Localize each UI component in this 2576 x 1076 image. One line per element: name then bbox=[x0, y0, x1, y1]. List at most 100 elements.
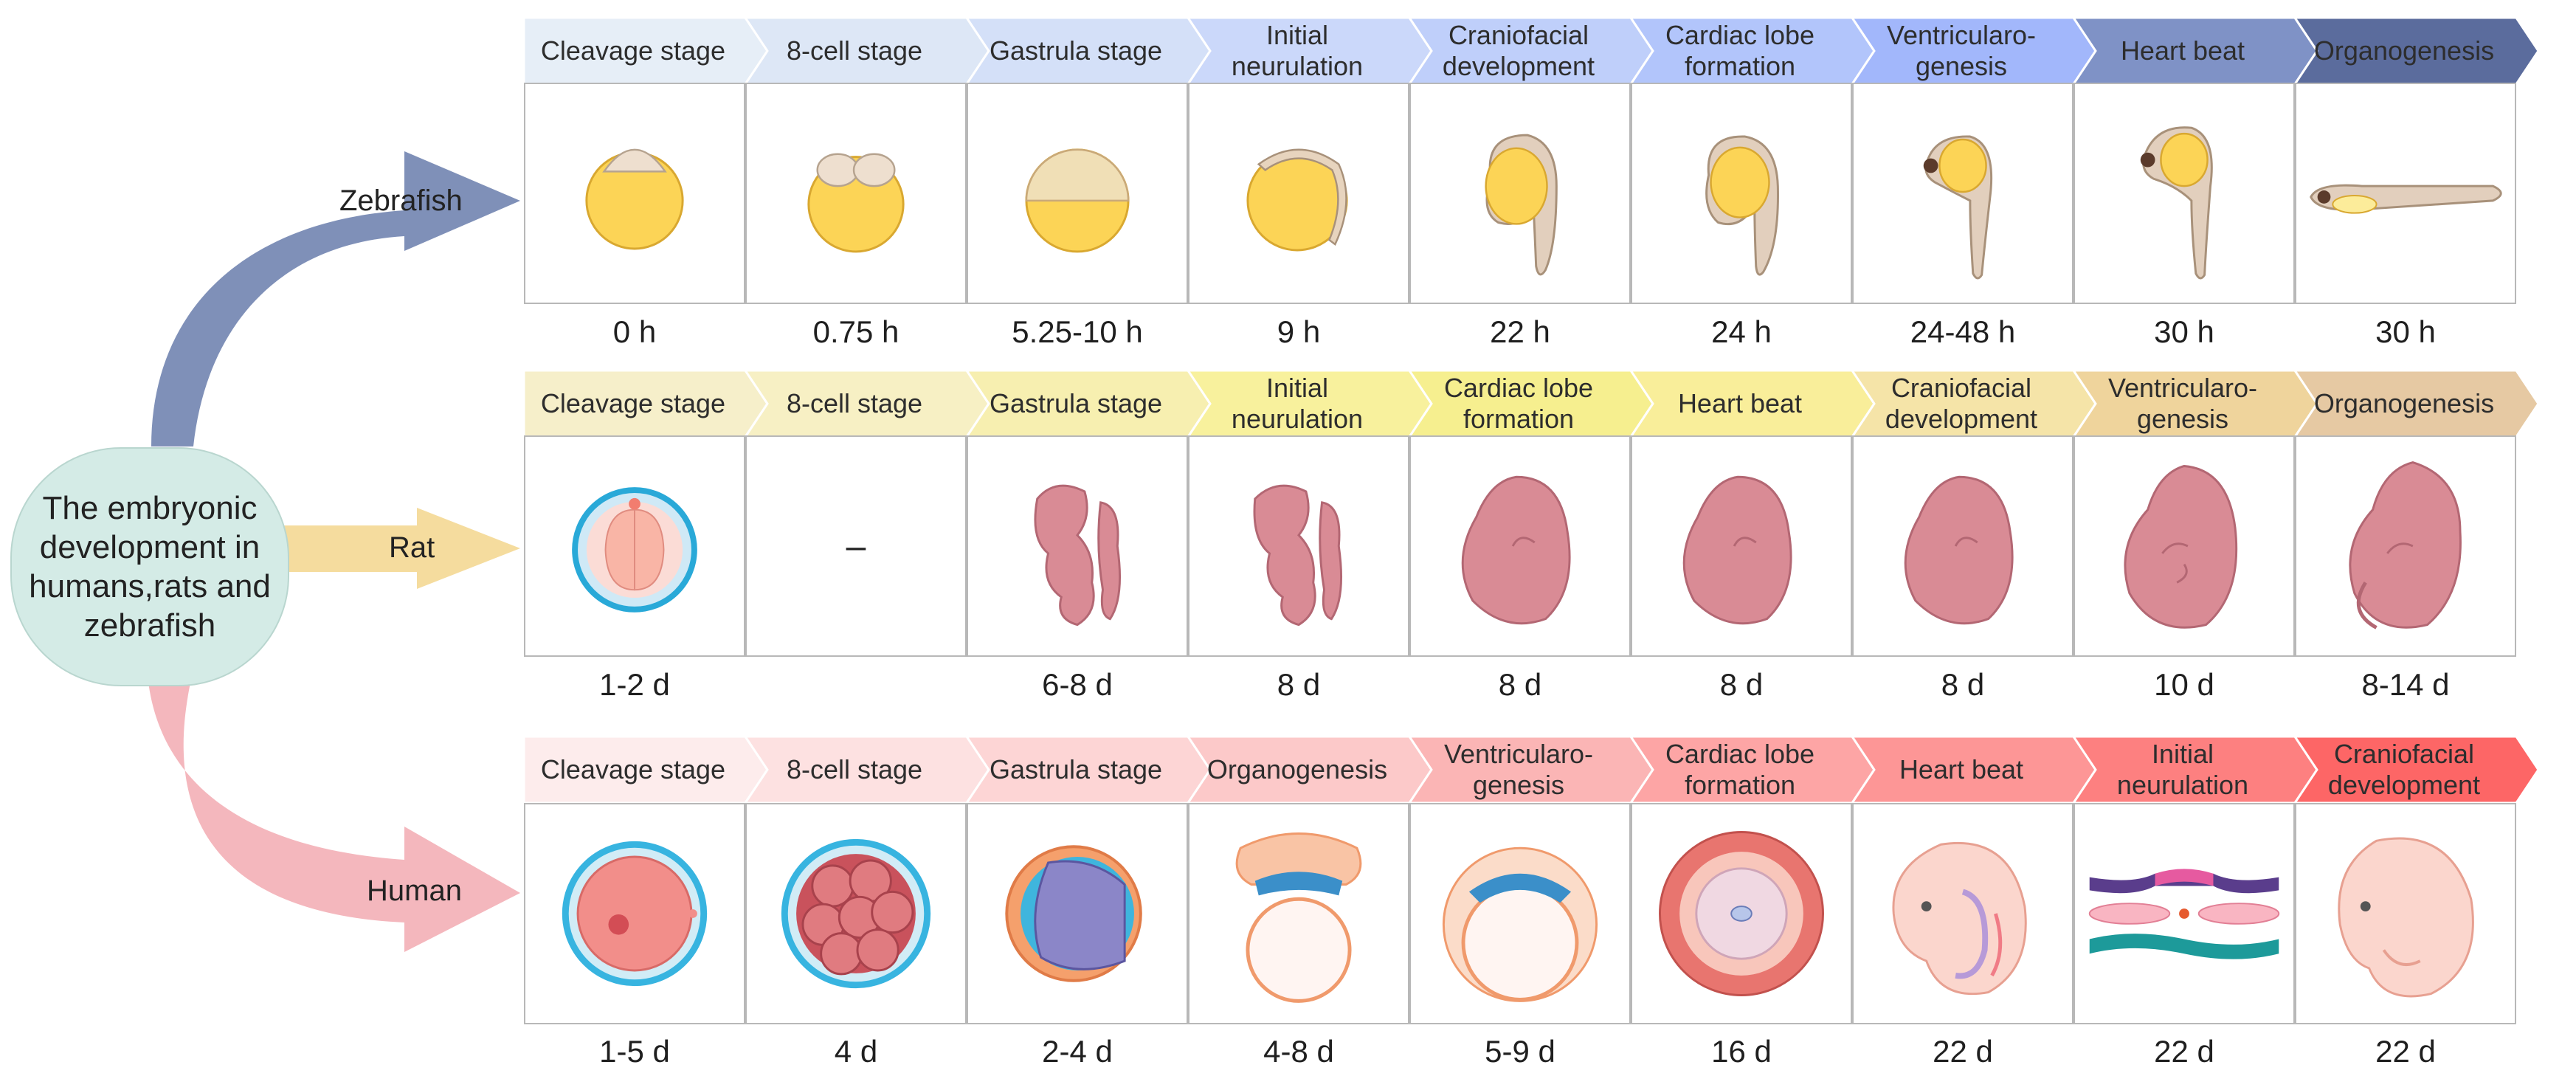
zebrafish-heart-beat-illustration bbox=[2140, 126, 2213, 280]
zebrafish-stage-time: 30 h bbox=[2154, 314, 2214, 349]
human-arrow bbox=[148, 676, 520, 952]
human-stage-time: 1-5 d bbox=[599, 1034, 670, 1069]
human-neurulation-illustration bbox=[2088, 869, 2280, 959]
zebrafish-arrow bbox=[151, 151, 520, 446]
human-stage-label: Gastrula stage bbox=[989, 754, 1163, 784]
rat-gastrula-illustration bbox=[1034, 484, 1122, 627]
human-panel-8-cell bbox=[745, 803, 967, 1024]
zebrafish-stage-label: Craniofacial development bbox=[1442, 20, 1595, 81]
human-panel-cardiac-lobe bbox=[1631, 803, 1852, 1024]
rat-panel-gastrula bbox=[967, 435, 1188, 657]
rat-arrow bbox=[284, 508, 520, 589]
rat-stage-time: 10 d bbox=[2154, 667, 2214, 702]
rat-stage-time: 8 d bbox=[1277, 667, 1321, 702]
human-panel-initial-neurulation bbox=[2073, 803, 2295, 1024]
human-stage-time: 22 d bbox=[2375, 1034, 2436, 1069]
zebrafish-stage-band: Cleavage stage 8-cell stage Gastrula stage… bbox=[522, 16, 2561, 86]
human-stage-label: Cleavage stage bbox=[540, 754, 726, 784]
zebrafish-stage-time: 9 h bbox=[1277, 314, 1321, 349]
zebrafish-panel-cleavage bbox=[524, 83, 745, 304]
rat-stage-time: 6-8 d bbox=[1042, 667, 1113, 702]
human-stage-band: Cleavage stage 8-cell stage Gastrula stage… bbox=[522, 735, 2561, 804]
rat-ventriculogenesis-illustration bbox=[2124, 464, 2238, 629]
rat-stage-time: 8 d bbox=[1719, 667, 1764, 702]
zebrafish-cardiac-lobe-illustration bbox=[1705, 135, 1779, 276]
human-panel-cleavage bbox=[524, 803, 745, 1024]
zebrafish-panel-craniofacial bbox=[1409, 83, 1631, 304]
rat-stage-time: 8 d bbox=[1498, 667, 1542, 702]
zebrafish-stage-label: Cleavage stage bbox=[540, 35, 726, 66]
human-heart-beat-illustration bbox=[1892, 841, 2027, 996]
zebrafish-stage-time: 24-48 h bbox=[1910, 314, 2016, 349]
rat-panel-organogenesis bbox=[2295, 435, 2516, 657]
zebrafish-panel-organogenesis bbox=[2295, 83, 2516, 304]
zebrafish-panel-initial-neurulation bbox=[1188, 83, 1409, 304]
zebrafish-panels bbox=[524, 83, 2561, 304]
zebrafish-8-cell-illustration bbox=[807, 153, 905, 253]
zebrafish-stage-label: Cardiac lobe formation bbox=[1665, 20, 1815, 81]
human-panel-heart-beat bbox=[1852, 803, 2073, 1024]
human-stage-label: Ventricularo- genesis bbox=[1443, 739, 1594, 800]
rat-times: 1-2 d 6-8 d 8 d 8 d 8 d 8 d 10 d 8-14 d bbox=[524, 663, 2561, 707]
human-panel-gastrula bbox=[967, 803, 1188, 1024]
rat-organogenesis-illustration bbox=[2349, 461, 2462, 630]
zebrafish-panel-8-cell bbox=[745, 83, 967, 304]
zebrafish-stage-label: Organogenesis bbox=[2313, 35, 2495, 66]
rat-stage-chevron bbox=[2293, 369, 2540, 438]
rat-cleavage-illustration bbox=[572, 487, 697, 613]
human-panel-ventriculogenesis bbox=[1409, 803, 1631, 1024]
human-stage-time: 4 d bbox=[834, 1034, 878, 1069]
human-cardiac-lobe-illustration bbox=[1659, 831, 1824, 996]
human-stage-label: Craniofacial development bbox=[2327, 739, 2481, 800]
rat-label: Rat bbox=[389, 531, 435, 564]
rat-panel-initial-neurulation bbox=[1188, 435, 1409, 657]
rat-panels: – bbox=[524, 435, 2561, 657]
zebrafish-stage-time: 0 h bbox=[612, 314, 657, 349]
human-stage-time: 4-8 d bbox=[1263, 1034, 1334, 1069]
human-stage-chevron bbox=[2293, 735, 2540, 804]
zebrafish-stage-label: Heart beat bbox=[2120, 35, 2245, 66]
zebrafish-stage-time: 22 h bbox=[1490, 314, 1550, 349]
human-ventriculogenesis-illustration bbox=[1442, 846, 1598, 1002]
rat-stage-label: Initial neurulation bbox=[1231, 373, 1364, 434]
human-stage-label: Initial neurulation bbox=[2116, 739, 2249, 800]
zebrafish-stage-chevron bbox=[2293, 16, 2540, 86]
zebrafish-stage-label: Initial neurulation bbox=[1231, 20, 1364, 81]
human-stage-label: Organogenesis bbox=[1206, 754, 1388, 784]
human-8-cell-illustration bbox=[781, 838, 931, 989]
human-stage-label: Cardiac lobe formation bbox=[1665, 739, 1815, 800]
zebrafish-ventriculogenesis-illustration bbox=[1923, 135, 1993, 280]
rat-panel-cardiac-lobe bbox=[1409, 435, 1631, 657]
human-panels bbox=[524, 803, 2561, 1024]
rat-panel-craniofacial bbox=[1852, 435, 2073, 657]
zebrafish-stage-label: 8-cell stage bbox=[786, 35, 923, 66]
zebrafish-times: 0 h 0.75 h 5.25-10 h 9 h 22 h 24 h 24-48 h 30 h… bbox=[524, 310, 2561, 354]
zebrafish-panel-gastrula bbox=[967, 83, 1188, 304]
rat-panel-8-cell: – bbox=[745, 435, 967, 657]
human-stage-label: Heart beat bbox=[1899, 754, 2024, 784]
rat-8-cell-missing-mark: – bbox=[846, 526, 866, 566]
zebrafish-panel-cardiac-lobe bbox=[1631, 83, 1852, 304]
human-times: 1-5 d 4 d 2-4 d 4-8 d 5-9 d 16 d 22 d 22 d 22 d bbox=[524, 1030, 2561, 1074]
rat-stage-label: Craniofacial development bbox=[1885, 373, 2038, 434]
zebrafish-label: Zebrafish bbox=[339, 184, 463, 217]
human-stage-time: 2-4 d bbox=[1042, 1034, 1113, 1069]
rat-stage-time: 1-2 d bbox=[599, 667, 670, 702]
rat-stage-label: Organogenesis bbox=[2313, 388, 2495, 418]
zebrafish-stage-time: 0.75 h bbox=[812, 314, 899, 349]
zebrafish-panel-heart-beat bbox=[2073, 83, 2295, 304]
zebrafish-panel-ventriculogenesis bbox=[1852, 83, 2073, 304]
human-stage-time: 22 d bbox=[2154, 1034, 2214, 1069]
rat-stage-label: Gastrula stage bbox=[989, 388, 1163, 418]
rat-stage-band: Cleavage stage 8-cell stage Gastrula stage… bbox=[522, 369, 2561, 438]
center-topic-node: The embryonic development in humans,rats… bbox=[10, 447, 289, 686]
zebrafish-gastrula-illustration bbox=[1025, 148, 1130, 253]
human-cleavage-illustration bbox=[562, 841, 708, 987]
center-topic-label: The embryonic development in humans,rats… bbox=[29, 490, 271, 644]
rat-stage-label: Cleavage stage bbox=[540, 388, 726, 418]
rat-chevron-shapes bbox=[522, 369, 2540, 438]
species-arrows bbox=[148, 151, 520, 952]
human-stage-time: 22 d bbox=[1933, 1034, 1993, 1069]
human-gastrula-illustration bbox=[1005, 845, 1142, 982]
zebrafish-cleavage-illustration bbox=[585, 148, 684, 250]
